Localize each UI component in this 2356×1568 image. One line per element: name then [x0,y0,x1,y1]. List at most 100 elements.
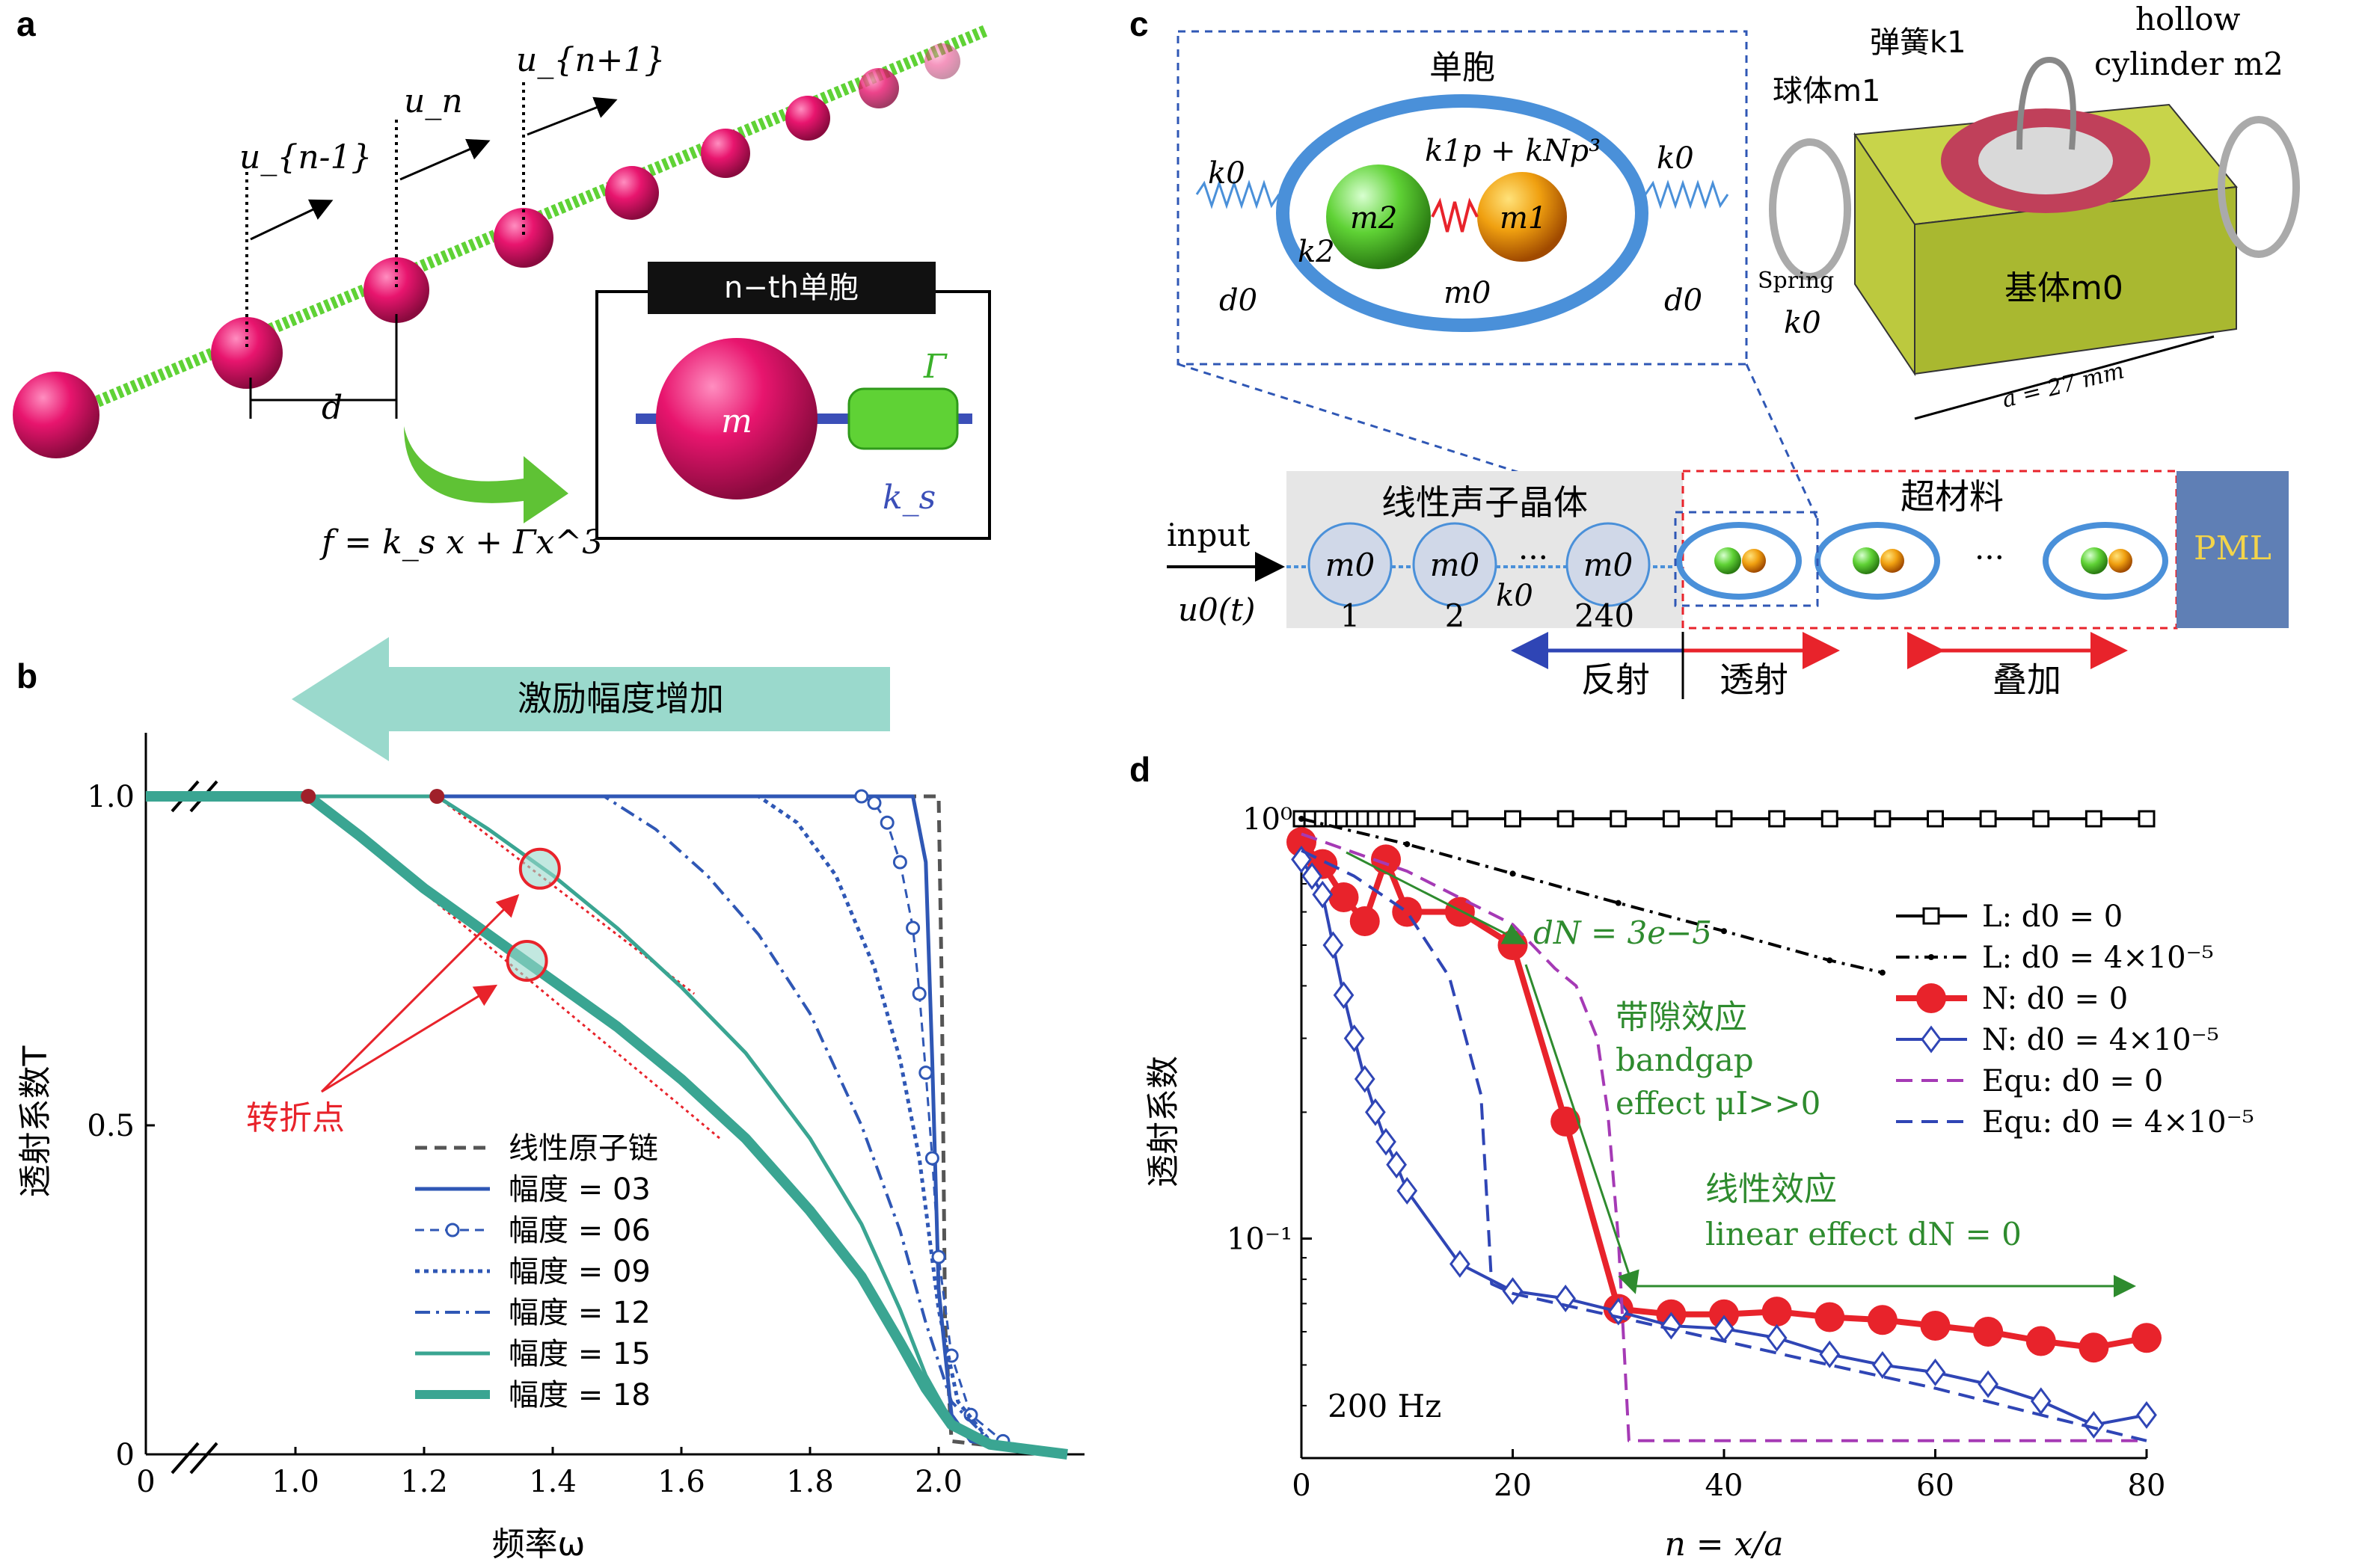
legend-marker [1922,907,1940,925]
series-marker [1451,810,1469,828]
spring-label: Spring [1758,268,1834,294]
series-marker [1979,810,1997,828]
size-dimension [1914,335,2215,420]
series-marker [892,855,907,870]
y-tick-label: 10⁻¹ [1227,1222,1292,1256]
series-line [146,795,1068,1456]
mass-label: m [721,402,752,440]
series-marker [1444,897,1475,927]
device-render: 弹簧k1 hollow cylinder m2 球体m1 Spring k0 基… [1758,1,2300,420]
series-marker [1322,931,1344,959]
series-marker [1768,810,1786,828]
legend-marker [445,1223,460,1238]
bandgap-en2: effect μI>>0 [1616,1085,1820,1122]
panel-a-label: a [16,4,36,43]
bandgap-cn: 带隙效应 [1616,998,1747,1036]
series-marker [2136,1401,2157,1429]
amplitude-arrow-label: 激励幅度增加 [518,678,724,719]
frequency-label: 200 Hz [1328,1388,1441,1424]
legend-label: Equ: d0 = 4×10⁻⁵ [1982,1105,2254,1140]
legend-label: Equ: d0 = 0 [1982,1064,2163,1098]
legend-label: 幅度 = 15 [509,1337,651,1371]
k0-chain-label: k0 [1496,579,1533,613]
series-marker [1404,840,1411,847]
panel-b-label: b [16,657,37,695]
legend-marker [1921,1025,1942,1054]
series-marker [1715,810,1733,828]
legend-label: N: d0 = 0 [1982,982,2128,1016]
series-marker [1504,810,1521,828]
legend-label: 幅度 = 06 [509,1214,651,1248]
legend-marker [1916,983,1946,1013]
series-marker [1920,1310,1951,1341]
legend-label: N: d0 = 4×10⁻⁵ [1982,1023,2219,1057]
x-axis-label: n = x/a [1664,1525,1783,1564]
force-law: f = k_s x + Γx^3 [319,523,603,562]
series-marker [1973,1316,2004,1347]
series-marker [1392,897,1423,927]
unit-cell-box: n−th单胞 m Γ k_s [595,262,991,540]
series-marker [1721,928,1727,935]
transmit-label: 透射 [1720,660,1788,700]
series-marker [1924,1358,1946,1386]
node-label: m0 [1430,547,1480,583]
size-label: a = 27 mm [1999,357,2126,413]
unit-cell-zoom-box [1177,30,1748,366]
legend-marker [1928,954,1934,960]
series-marker [924,1151,939,1166]
series-marker [1312,880,1334,908]
u-n-label: u_n [404,82,463,120]
panel-a: a u_{n-1} u_n u_{n+1} [13,4,991,562]
displacement-arrow [527,96,618,136]
curved-arrow-icon [404,426,568,523]
dn-arrow [1346,851,1527,944]
reflect-label: 反射 [1581,660,1650,700]
series-marker [1660,1312,1682,1340]
series-marker [1365,1098,1386,1126]
meta-cell [1676,522,1802,600]
legend-label: 幅度 = 12 [509,1296,651,1330]
pointer-arrow [320,894,520,1093]
series-marker [1555,1285,1576,1313]
pml-label: PML [2194,529,2271,568]
k0-left-label: k0 [1208,156,1245,191]
series-marker [1398,810,1416,828]
legend-label: 线性原子链 [509,1131,658,1166]
sphere [785,96,830,141]
series-marker [1709,1299,1739,1329]
base-label: 基体m0 [2004,269,2123,307]
series-marker [906,920,921,935]
panel-c: c 单胞 k0 k0 k2 m2 m1 m0 d0 d0 k1p + kNp³ … [1129,1,2300,700]
series-marker [1550,1106,1581,1137]
axis-break [189,1442,218,1475]
series-marker [1349,906,1380,937]
series-marker [1286,827,1316,858]
series-marker [1509,870,1516,877]
bandgap-en1: bandgap [1616,1042,1754,1078]
series-marker [1872,1350,1893,1379]
series-marker [2132,1323,2162,1353]
series-marker [1450,1249,1470,1278]
series-marker [1298,816,1304,822]
y-tick-label: 0.5 [87,1109,135,1143]
ring-m0 [1276,94,1648,332]
spring-k0-left [1195,179,1280,209]
sphere [363,257,429,323]
highlight-circle [506,940,548,982]
series-marker [1819,1340,1841,1368]
nonlinear-spring [1431,197,1479,233]
mass-sphere [656,338,817,499]
ball-label: 球体m1 [1773,74,1880,108]
node-index: 1 [1340,597,1360,634]
d0-left-label: d0 [1219,283,1257,318]
series-line [146,794,1068,1457]
series-marker [1328,882,1359,913]
x-tick-label: 0 [1292,1469,1310,1503]
x-tick-label: 1.6 [657,1465,705,1499]
sphere-m1 [1477,172,1567,262]
series-marker [1502,1277,1524,1306]
series-marker [1814,1302,1845,1332]
series-marker [1396,1176,1418,1205]
y-axis-label: 透射系数T [16,1045,55,1197]
x-tick-label: 80 [2128,1469,2166,1503]
